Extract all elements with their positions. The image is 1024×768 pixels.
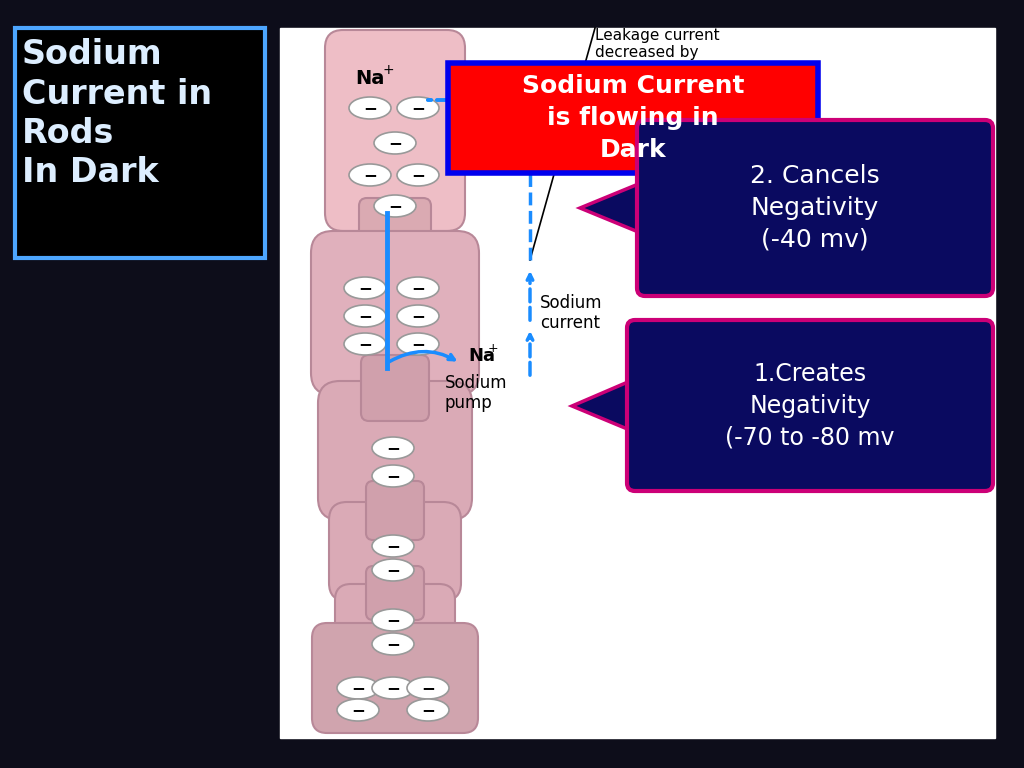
- FancyBboxPatch shape: [325, 30, 465, 231]
- FancyBboxPatch shape: [318, 381, 472, 520]
- FancyBboxPatch shape: [15, 28, 265, 258]
- Text: −: −: [411, 307, 425, 325]
- Text: +: +: [488, 342, 499, 355]
- Ellipse shape: [372, 465, 414, 487]
- Ellipse shape: [344, 333, 386, 355]
- Text: −: −: [388, 197, 402, 215]
- Ellipse shape: [372, 677, 414, 699]
- Ellipse shape: [372, 633, 414, 655]
- Ellipse shape: [397, 333, 439, 355]
- Ellipse shape: [344, 305, 386, 327]
- Polygon shape: [572, 376, 643, 435]
- Text: −: −: [351, 701, 365, 719]
- Text: −: −: [386, 611, 400, 629]
- Text: −: −: [386, 439, 400, 457]
- Text: Leakage current
decreased by
decomposing
rhodopsin: Leakage current decreased by decomposing…: [595, 28, 720, 95]
- Text: −: −: [358, 279, 372, 297]
- Ellipse shape: [397, 305, 439, 327]
- FancyBboxPatch shape: [335, 584, 455, 674]
- Text: −: −: [411, 279, 425, 297]
- Text: +: +: [382, 63, 394, 77]
- Text: −: −: [386, 537, 400, 555]
- FancyBboxPatch shape: [311, 231, 479, 395]
- Text: −: −: [386, 561, 400, 579]
- FancyBboxPatch shape: [366, 481, 424, 540]
- Ellipse shape: [407, 699, 449, 721]
- Text: −: −: [386, 679, 400, 697]
- Ellipse shape: [397, 97, 439, 119]
- Ellipse shape: [397, 164, 439, 186]
- Text: −: −: [386, 635, 400, 653]
- Bar: [280, 28, 995, 738]
- Text: Sodium
current: Sodium current: [540, 293, 602, 333]
- Ellipse shape: [372, 559, 414, 581]
- Text: −: −: [421, 679, 435, 697]
- FancyBboxPatch shape: [359, 198, 431, 271]
- Ellipse shape: [349, 97, 391, 119]
- Ellipse shape: [407, 677, 449, 699]
- Text: Na: Na: [355, 68, 385, 88]
- Text: Sodium Current
is flowing in
Dark: Sodium Current is flowing in Dark: [522, 74, 744, 161]
- FancyBboxPatch shape: [329, 502, 461, 601]
- FancyBboxPatch shape: [361, 355, 429, 421]
- Ellipse shape: [372, 609, 414, 631]
- Text: Sodium
Current in
Rods
In Dark: Sodium Current in Rods In Dark: [22, 38, 212, 190]
- Text: −: −: [388, 134, 402, 152]
- Text: −: −: [351, 679, 365, 697]
- Text: −: −: [411, 99, 425, 117]
- Ellipse shape: [397, 277, 439, 299]
- FancyBboxPatch shape: [312, 623, 478, 733]
- Text: −: −: [386, 467, 400, 485]
- FancyBboxPatch shape: [627, 320, 993, 491]
- Ellipse shape: [372, 437, 414, 459]
- Text: Na: Na: [468, 347, 495, 365]
- Ellipse shape: [337, 699, 379, 721]
- Text: 1.Creates
Negativity
(-70 to -80 mv: 1.Creates Negativity (-70 to -80 mv: [725, 362, 895, 449]
- Text: 2. Cancels
Negativity
(-40 mv): 2. Cancels Negativity (-40 mv): [751, 164, 880, 252]
- Text: −: −: [364, 166, 377, 184]
- FancyBboxPatch shape: [637, 120, 993, 296]
- Text: −: −: [358, 335, 372, 353]
- Text: −: −: [411, 166, 425, 184]
- Text: Sodium
pump: Sodium pump: [445, 373, 508, 412]
- FancyBboxPatch shape: [366, 566, 424, 620]
- FancyBboxPatch shape: [449, 63, 818, 173]
- Text: −: −: [411, 335, 425, 353]
- Ellipse shape: [374, 195, 416, 217]
- Ellipse shape: [349, 164, 391, 186]
- Ellipse shape: [374, 132, 416, 154]
- Polygon shape: [580, 178, 653, 238]
- Ellipse shape: [344, 277, 386, 299]
- Ellipse shape: [337, 677, 379, 699]
- Ellipse shape: [372, 535, 414, 557]
- Text: −: −: [364, 99, 377, 117]
- Text: −: −: [421, 701, 435, 719]
- Text: −: −: [358, 307, 372, 325]
